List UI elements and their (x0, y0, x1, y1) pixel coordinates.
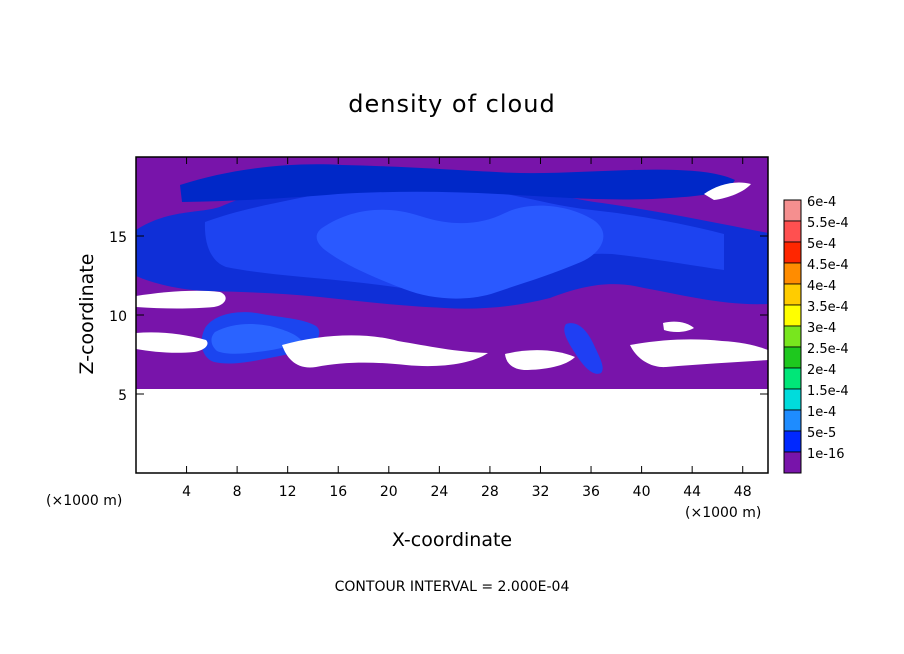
colorbar-swatch (783, 199, 802, 222)
x-tick-label: 8 (233, 484, 242, 500)
field-hole-5 (630, 339, 768, 368)
x-tick-label: 24 (430, 484, 448, 500)
chart-title: density of cloud (348, 90, 555, 118)
colorbar-swatch (783, 283, 802, 306)
x-tick-label: 32 (532, 484, 550, 500)
x-tick-label: 36 (582, 484, 600, 500)
colorbar-frame (783, 199, 802, 474)
x-axis-label: X-coordinate (392, 529, 512, 551)
y-axis-label: Z-coordinate (76, 254, 98, 375)
colorbar-swatch (783, 430, 802, 453)
field-hole-6 (704, 182, 751, 200)
x-unit-right: (×1000 m) (685, 505, 761, 521)
colorbar-label: 5.5e-4 (807, 216, 849, 231)
colorbar-label: 1.5e-4 (807, 384, 849, 399)
field-hole-2 (136, 332, 208, 353)
x-tick-label: 16 (329, 484, 347, 500)
colorbar-swatch (783, 304, 802, 327)
colorbar-label: 1e-16 (807, 447, 845, 462)
colorbar-swatch (783, 241, 802, 264)
x-tick-label: 4 (182, 484, 191, 500)
y-ticks: 5 10 15 (109, 230, 768, 404)
x-ticks: 4 8 12 16 20 24 28 32 36 40 44 48 (182, 157, 752, 500)
y-tick-label: 15 (109, 230, 127, 246)
colorbar-swatch (783, 220, 802, 243)
x-tick-label: 44 (683, 484, 701, 500)
left-blob-core (211, 324, 301, 354)
colorbar-label: 3.5e-4 (807, 300, 849, 315)
y-tick-label: 5 (118, 388, 127, 404)
colorbar-swatch (783, 451, 802, 474)
colorbar-label: 6e-4 (807, 195, 836, 210)
colorbar: 6e-4 5.5e-4 5e-4 4.5e-4 4e-4 3.5e-4 3e-4 2.5e-4… (783, 195, 849, 474)
colorbar-swatch (783, 325, 802, 348)
colorbar-label: 4e-4 (807, 279, 836, 294)
colorbar-swatch (783, 388, 802, 411)
upper-dark-blue-band (180, 164, 735, 202)
colorbar-label: 4.5e-4 (807, 258, 849, 273)
field-hole-3 (282, 335, 488, 368)
colorbar-label: 1e-4 (807, 405, 836, 420)
colorbar-swatch (783, 409, 802, 432)
colorbar-swatch (783, 367, 802, 390)
field-hole-4 (505, 350, 575, 370)
x-tick-label: 48 (734, 484, 752, 500)
contour-footer: CONTOUR INTERVAL = 2.000E-04 (335, 579, 570, 595)
field-layer (136, 157, 768, 389)
colorbar-label: 2e-4 (807, 363, 836, 378)
colorbar-label: 5e-4 (807, 237, 836, 252)
x-tick-label: 28 (481, 484, 499, 500)
x-unit-left: (×1000 m) (46, 493, 122, 509)
right-streak-region (564, 323, 603, 374)
colorbar-swatch (783, 262, 802, 285)
field-hole-7 (663, 321, 694, 333)
x-tick-label: 20 (380, 484, 398, 500)
colorbar-label: 2.5e-4 (807, 342, 849, 357)
colorbar-label: 5e-5 (807, 426, 836, 441)
colorbar-swatch (783, 346, 802, 369)
field-hole-1 (136, 290, 226, 309)
x-tick-label: 12 (279, 484, 297, 500)
center-plume-region (316, 205, 604, 299)
colorbar-label: 3e-4 (807, 321, 836, 336)
x-tick-label: 40 (633, 484, 651, 500)
y-tick-label: 10 (109, 309, 127, 325)
